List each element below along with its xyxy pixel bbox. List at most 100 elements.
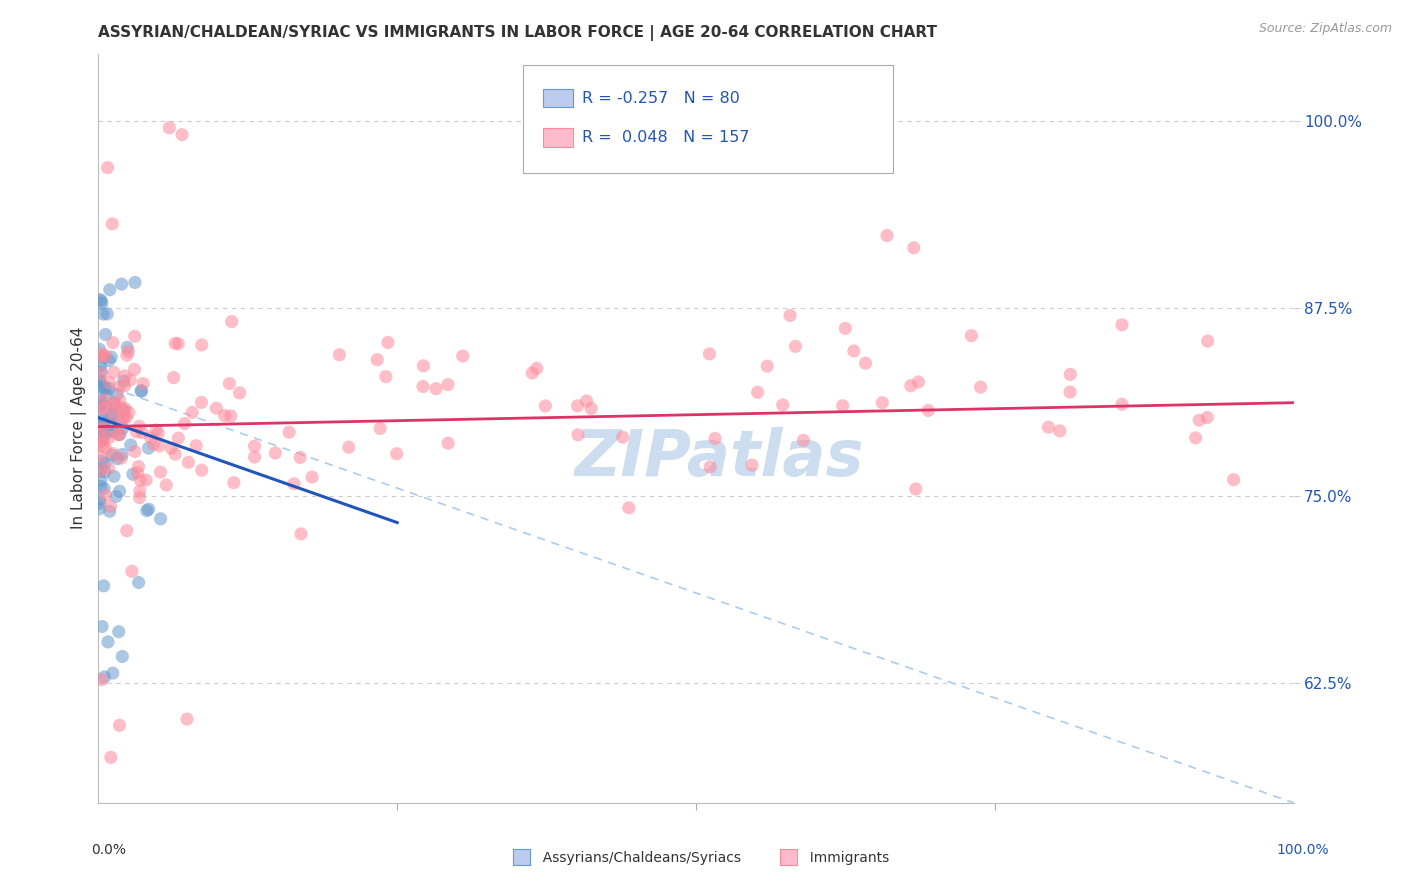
Point bbox=[170, 128, 193, 142]
Point bbox=[1059, 368, 1081, 382]
Point bbox=[89, 410, 111, 425]
Point bbox=[90, 473, 112, 487]
Point bbox=[117, 340, 139, 354]
Point bbox=[96, 388, 118, 402]
Point bbox=[128, 575, 150, 590]
Point bbox=[451, 349, 474, 363]
Point bbox=[135, 503, 157, 517]
Point bbox=[101, 666, 124, 681]
Point bbox=[831, 399, 853, 413]
Point bbox=[96, 307, 118, 321]
Point bbox=[98, 353, 121, 368]
Text: ASSYRIAN/CHALDEAN/SYRIAC VS IMMIGRANTS IN LABOR FORCE | AGE 20-64 CORRELATION CH: ASSYRIAN/CHALDEAN/SYRIAC VS IMMIGRANTS I… bbox=[98, 25, 938, 41]
Text: 100.0%: 100.0% bbox=[1277, 843, 1329, 857]
Point bbox=[243, 450, 266, 464]
Point bbox=[138, 502, 160, 516]
Point bbox=[142, 437, 165, 451]
Point bbox=[704, 432, 727, 446]
Point bbox=[89, 398, 111, 412]
Point bbox=[165, 447, 187, 461]
Point bbox=[104, 396, 127, 410]
Point bbox=[91, 424, 114, 438]
Point bbox=[93, 482, 115, 496]
Point bbox=[155, 478, 177, 492]
Point bbox=[93, 421, 115, 435]
Point bbox=[100, 350, 122, 364]
Point bbox=[103, 409, 125, 423]
Point bbox=[526, 361, 548, 376]
Point bbox=[377, 335, 399, 350]
Point bbox=[89, 501, 111, 516]
Point bbox=[328, 348, 350, 362]
Point bbox=[283, 476, 305, 491]
Text: 0.0%: 0.0% bbox=[91, 843, 127, 857]
Point bbox=[94, 457, 117, 471]
Point bbox=[138, 441, 160, 455]
Point bbox=[124, 362, 146, 376]
Point bbox=[97, 431, 120, 445]
Point bbox=[91, 347, 114, 361]
FancyBboxPatch shape bbox=[523, 65, 893, 173]
Point bbox=[111, 649, 134, 664]
Point bbox=[699, 347, 721, 361]
Point bbox=[145, 423, 167, 437]
Point bbox=[93, 432, 115, 446]
Point bbox=[785, 339, 807, 353]
Point bbox=[93, 579, 115, 593]
Point bbox=[190, 463, 212, 477]
Point bbox=[337, 440, 360, 454]
Point bbox=[90, 463, 112, 477]
Point bbox=[121, 467, 143, 482]
Point bbox=[89, 464, 111, 478]
Point bbox=[131, 425, 153, 440]
Point bbox=[108, 427, 131, 442]
Point bbox=[101, 217, 124, 231]
Point bbox=[101, 446, 124, 460]
Point bbox=[218, 376, 240, 391]
Point bbox=[960, 328, 983, 343]
Point bbox=[108, 484, 131, 499]
Point bbox=[97, 382, 120, 396]
Point bbox=[120, 438, 142, 452]
Point bbox=[148, 439, 170, 453]
Point bbox=[89, 373, 111, 387]
Point bbox=[149, 512, 172, 526]
Text: Source: ZipAtlas.com: Source: ZipAtlas.com bbox=[1258, 22, 1392, 36]
Point bbox=[103, 365, 125, 379]
Point bbox=[1049, 424, 1071, 438]
Point bbox=[522, 366, 544, 380]
Point bbox=[98, 504, 121, 518]
Point bbox=[91, 619, 114, 633]
Point bbox=[103, 396, 125, 410]
Point bbox=[125, 425, 148, 439]
Point bbox=[94, 349, 117, 363]
Point bbox=[105, 387, 128, 401]
Point bbox=[534, 399, 557, 413]
FancyBboxPatch shape bbox=[543, 88, 572, 107]
Point bbox=[115, 524, 138, 538]
Point bbox=[132, 376, 155, 391]
Point bbox=[93, 422, 115, 436]
Point bbox=[612, 430, 634, 444]
Point bbox=[108, 380, 131, 394]
Point bbox=[1197, 410, 1219, 425]
Point bbox=[1197, 334, 1219, 348]
Point bbox=[90, 296, 112, 310]
Point bbox=[617, 500, 640, 515]
Point bbox=[219, 409, 242, 423]
Point bbox=[567, 399, 589, 413]
Point bbox=[301, 470, 323, 484]
Point bbox=[100, 500, 122, 514]
Point bbox=[425, 382, 447, 396]
Point bbox=[870, 395, 893, 409]
Point bbox=[112, 410, 135, 425]
Point bbox=[93, 428, 115, 442]
Point bbox=[139, 431, 162, 445]
Point bbox=[90, 359, 112, 373]
Point bbox=[89, 375, 111, 389]
Point bbox=[100, 750, 122, 764]
Point bbox=[278, 425, 301, 440]
Point bbox=[288, 450, 311, 465]
Point bbox=[94, 382, 117, 396]
Point bbox=[91, 351, 114, 365]
